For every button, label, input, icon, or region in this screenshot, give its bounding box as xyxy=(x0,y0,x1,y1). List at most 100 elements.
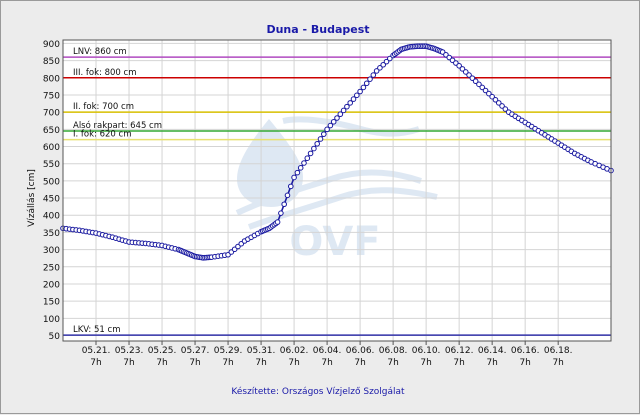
data-point xyxy=(330,118,337,125)
y-tick-label: 650 xyxy=(43,126,60,136)
x-tick-date: 06.18. xyxy=(544,346,573,356)
x-tick-hour: 7h xyxy=(288,358,299,368)
reference-line-label: LNV: 860 cm xyxy=(73,47,127,57)
data-point xyxy=(357,88,363,95)
data-point xyxy=(363,80,370,87)
x-tick-date: 05.23. xyxy=(115,346,144,356)
x-tick-hour: 7h xyxy=(453,358,464,368)
reference-lines: LNV: 860 cm III. fok: 800 cm II. fok: 700 … xyxy=(63,47,611,336)
data-point xyxy=(291,174,297,181)
data-point xyxy=(476,81,482,88)
x-tick-date: 06.08. xyxy=(379,346,408,356)
data-point xyxy=(360,84,367,91)
reference-line-label: III. fok: 800 cm xyxy=(73,68,136,78)
data-point xyxy=(334,115,340,121)
x-tick-hour: 7h xyxy=(255,358,266,368)
data-point xyxy=(320,131,327,137)
data-point xyxy=(314,140,320,147)
data-point xyxy=(380,61,387,68)
ovf-watermark: OVF xyxy=(235,116,438,265)
footer-credit: Készítette: Országos Vízjelző Szolgálat xyxy=(231,386,405,397)
water-drop-logo xyxy=(237,119,303,207)
data-point xyxy=(350,96,357,102)
data-point xyxy=(495,100,502,106)
y-tick-label: 400 xyxy=(43,212,60,222)
x-tick-hour: 7h xyxy=(90,358,101,368)
x-tick-hour: 7h xyxy=(420,358,431,368)
x-tick-hour: 7h xyxy=(354,358,365,368)
wave-logo-2 xyxy=(235,169,422,216)
data-point xyxy=(486,90,492,97)
x-tick-hour: 7h xyxy=(387,358,398,368)
x-tick-hour: 7h xyxy=(189,358,200,368)
watermark-text: OVF xyxy=(289,219,380,265)
chart-title: Duna - Budapest xyxy=(266,23,369,36)
y-tick-label: 500 xyxy=(43,177,60,187)
data-point xyxy=(281,201,287,208)
data-point xyxy=(304,155,311,162)
data-point xyxy=(367,76,373,82)
data-point xyxy=(466,72,472,78)
data-point xyxy=(301,160,307,166)
data-point xyxy=(347,100,354,106)
x-tick-date: 06.16. xyxy=(511,346,540,356)
x-tick-date: 05.27. xyxy=(181,346,210,356)
data-point xyxy=(499,103,505,109)
wave-logo-3 xyxy=(247,187,438,230)
y-tick-label: 450 xyxy=(43,195,60,205)
reference-line-label: LKV: 51 cm xyxy=(73,325,120,335)
data-point xyxy=(489,93,495,100)
data-point xyxy=(317,136,324,142)
x-tick-date: 06.06. xyxy=(346,346,375,356)
x-tick-date: 05.21. xyxy=(82,346,111,356)
series-layer xyxy=(60,43,614,261)
data-point xyxy=(383,58,390,65)
data-point xyxy=(344,103,350,110)
reference-line-label: I. fok: 620 cm xyxy=(73,130,131,140)
data-point xyxy=(337,111,344,118)
data-point xyxy=(284,192,291,199)
x-tick-date: 06.02. xyxy=(280,346,309,356)
x-tick-date: 06.04. xyxy=(313,346,342,356)
data-point xyxy=(297,165,304,171)
data-point xyxy=(373,68,380,74)
x-tick-hour: 7h xyxy=(519,358,530,368)
data-point xyxy=(274,219,281,225)
y-tick-label: 250 xyxy=(43,263,60,273)
data-point xyxy=(492,96,499,103)
data-point xyxy=(482,87,489,94)
data-point xyxy=(387,55,393,62)
y-axis-label: Vízállás [cm] xyxy=(27,169,37,227)
plot-border xyxy=(62,39,612,342)
data-point xyxy=(459,66,466,72)
x-axis-ticks: 05.21. 7h 05.23. 7h 05.25. 7h 05.27. 7h 05.29. 7h… xyxy=(82,341,573,368)
data-point xyxy=(456,62,462,69)
data-point xyxy=(479,84,486,91)
y-tick-label: 50 xyxy=(49,332,61,342)
data-point xyxy=(311,145,317,152)
data-point xyxy=(472,78,479,85)
data-point xyxy=(370,72,377,78)
y-tick-label: 350 xyxy=(43,229,60,239)
x-tick-hour: 7h xyxy=(321,358,332,368)
data-point xyxy=(377,65,383,71)
x-tick-date: 06.12. xyxy=(445,346,474,356)
x-tick-date: 05.25. xyxy=(148,346,177,356)
y-tick-label: 600 xyxy=(43,143,60,153)
x-tick-date: 05.31. xyxy=(247,346,276,356)
data-point xyxy=(327,122,334,129)
x-tick-date: 05.29. xyxy=(214,346,243,356)
x-tick-hour: 7h xyxy=(123,358,134,368)
y-tick-label: 750 xyxy=(43,91,60,101)
y-tick-label: 900 xyxy=(43,40,60,50)
data-point xyxy=(462,69,469,75)
data-point xyxy=(469,75,476,81)
data-point xyxy=(354,92,360,99)
y-tick-label: 300 xyxy=(43,246,60,256)
data-point xyxy=(324,126,330,133)
y-tick-label: 800 xyxy=(43,74,60,84)
x-tick-hour: 7h xyxy=(486,358,497,368)
data-point xyxy=(294,169,301,176)
